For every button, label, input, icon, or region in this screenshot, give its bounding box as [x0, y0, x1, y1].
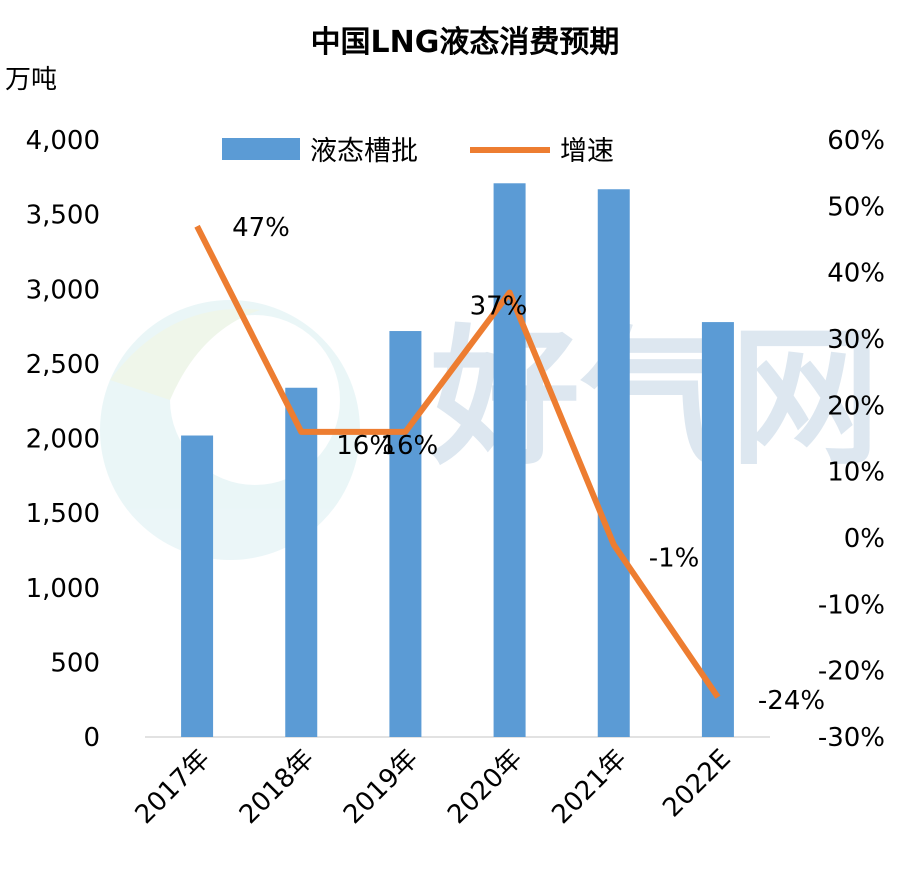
y-right-tick-label: 60% [827, 126, 885, 156]
y-left-tick-label: 2,000 [26, 425, 100, 455]
x-tick-label: 2021年 [546, 744, 632, 830]
y-right-tick-label: 40% [827, 259, 885, 289]
y-right-tick-label: 0% [844, 524, 885, 554]
y-left-tick-label: 1,000 [26, 574, 100, 604]
data-label: -1% [649, 544, 700, 574]
bar [389, 331, 422, 737]
y-right-tick-label: -30% [818, 723, 885, 753]
y-left-tick-label: 0 [83, 723, 100, 753]
x-tick-label: 2020年 [442, 744, 528, 830]
y-right-tick-label: 20% [827, 391, 885, 421]
legend-swatch-bar [222, 138, 300, 160]
x-tick-label: 2019年 [338, 744, 424, 830]
y-left-tick-label: 1,500 [26, 499, 100, 529]
chart-title: 中国LNG液态消费预期 [311, 25, 620, 60]
x-tick-label: 2018年 [234, 744, 320, 830]
bar [597, 189, 630, 737]
y-right-tick-label: 10% [827, 458, 885, 488]
growth-line [194, 224, 721, 699]
data-label: 16% [380, 431, 438, 461]
bar [181, 435, 214, 737]
watermark: 好气网 [100, 300, 880, 560]
legend: 液态槽批 增速 [222, 136, 614, 167]
data-label: -24% [758, 686, 825, 716]
y-left-tick-label: 2,500 [26, 350, 100, 380]
bar [285, 387, 318, 737]
data-label: 37% [470, 292, 528, 322]
bar [493, 183, 526, 738]
x-tick-label: 2017年 [130, 744, 216, 830]
y-left-tick-label: 4,000 [26, 126, 100, 156]
bar [701, 322, 734, 737]
y-axis-left-label: 万吨 [5, 65, 57, 95]
y-right-tick-label: 50% [827, 192, 885, 222]
y-left-tick-label: 500 [50, 648, 100, 678]
y-left-tick-label: 3,500 [26, 201, 100, 231]
y-right-tick-label: 30% [827, 325, 885, 355]
y-right-tick-label: -10% [818, 590, 885, 620]
y-left-tick-label: 3,000 [26, 275, 100, 305]
y-right-tick-label: -20% [818, 657, 885, 687]
legend-label-line: 增速 [560, 136, 614, 167]
data-label: 16% [336, 431, 394, 461]
legend-label-bar: 液态槽批 [310, 136, 418, 167]
x-tick-label: 2022E [657, 744, 737, 824]
data-label: 47% [232, 213, 290, 243]
